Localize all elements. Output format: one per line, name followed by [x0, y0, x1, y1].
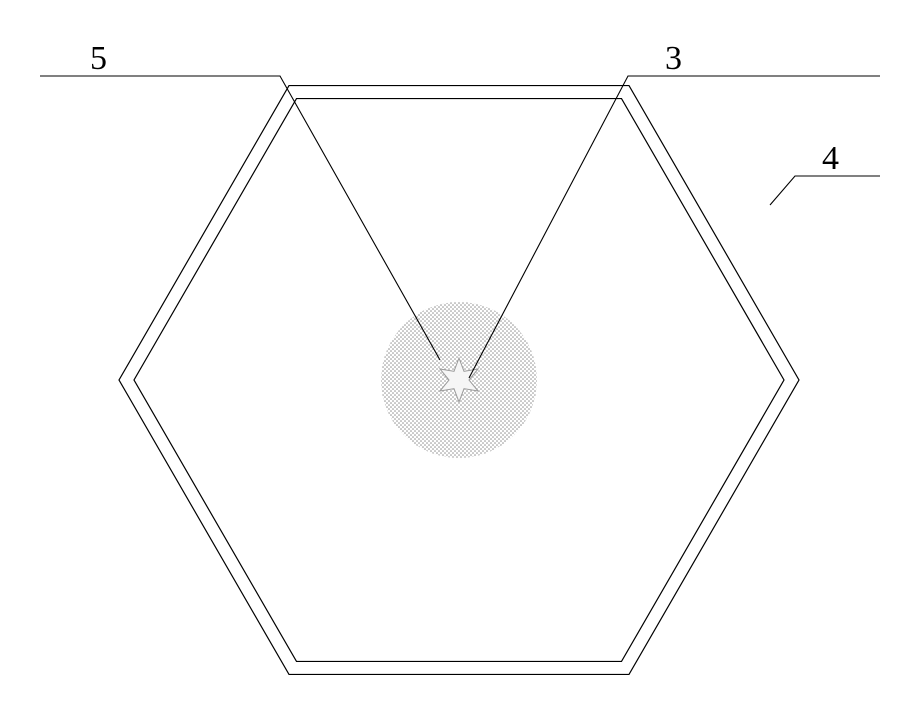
- diagram-container: 5 3 4: [0, 0, 918, 713]
- diagram-svg: [0, 0, 918, 713]
- callout-label-4: 4: [822, 140, 839, 178]
- callout-label-5: 5: [90, 40, 107, 78]
- callout-label-3: 3: [665, 40, 682, 78]
